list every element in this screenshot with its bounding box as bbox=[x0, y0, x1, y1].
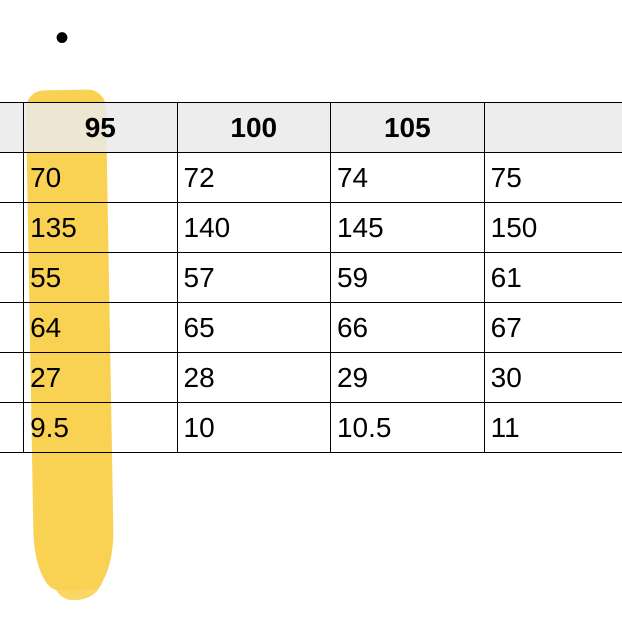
cell: 74 bbox=[330, 153, 484, 203]
cell: 11 bbox=[484, 403, 622, 453]
cell bbox=[0, 353, 24, 403]
cell: 59 bbox=[330, 253, 484, 303]
bullet-mark: • bbox=[55, 18, 69, 58]
cell bbox=[0, 153, 24, 203]
cell: 10 bbox=[177, 403, 330, 453]
table-row: 135 140 145 150 bbox=[0, 203, 622, 253]
cell: 29 bbox=[330, 353, 484, 403]
header-cell-4 bbox=[484, 103, 622, 153]
cell: 55 bbox=[24, 253, 177, 303]
header-cell-3: 105 bbox=[330, 103, 484, 153]
header-cell-0 bbox=[0, 103, 24, 153]
cell: 75 bbox=[484, 153, 622, 203]
cell bbox=[0, 303, 24, 353]
cell: 150 bbox=[484, 203, 622, 253]
cell bbox=[0, 403, 24, 453]
cell: 57 bbox=[177, 253, 330, 303]
cell: 145 bbox=[330, 203, 484, 253]
table-row: 64 65 66 67 bbox=[0, 303, 622, 353]
cell: 30 bbox=[484, 353, 622, 403]
cell: 64 bbox=[24, 303, 177, 353]
cell bbox=[0, 253, 24, 303]
cell: 9.5 bbox=[24, 403, 177, 453]
cell: 10.5 bbox=[330, 403, 484, 453]
cell: 140 bbox=[177, 203, 330, 253]
cell: 61 bbox=[484, 253, 622, 303]
table-row: 27 28 29 30 bbox=[0, 353, 622, 403]
cell: 28 bbox=[177, 353, 330, 403]
cell: 135 bbox=[24, 203, 177, 253]
header-cell-2: 100 bbox=[177, 103, 330, 153]
table-row: 55 57 59 61 bbox=[0, 253, 622, 303]
table-row: 70 72 74 75 bbox=[0, 153, 622, 203]
data-table-wrapper: 95 100 105 70 72 74 75 135 140 bbox=[0, 102, 622, 453]
cell: 65 bbox=[177, 303, 330, 353]
cell bbox=[0, 203, 24, 253]
table-row: 9.5 10 10.5 11 bbox=[0, 403, 622, 453]
data-table: 95 100 105 70 72 74 75 135 140 bbox=[0, 102, 622, 453]
cell: 66 bbox=[330, 303, 484, 353]
cell: 67 bbox=[484, 303, 622, 353]
cell: 70 bbox=[24, 153, 177, 203]
header-cell-1: 95 bbox=[24, 103, 177, 153]
cell: 27 bbox=[24, 353, 177, 403]
cell: 72 bbox=[177, 153, 330, 203]
header-row: 95 100 105 bbox=[0, 103, 622, 153]
